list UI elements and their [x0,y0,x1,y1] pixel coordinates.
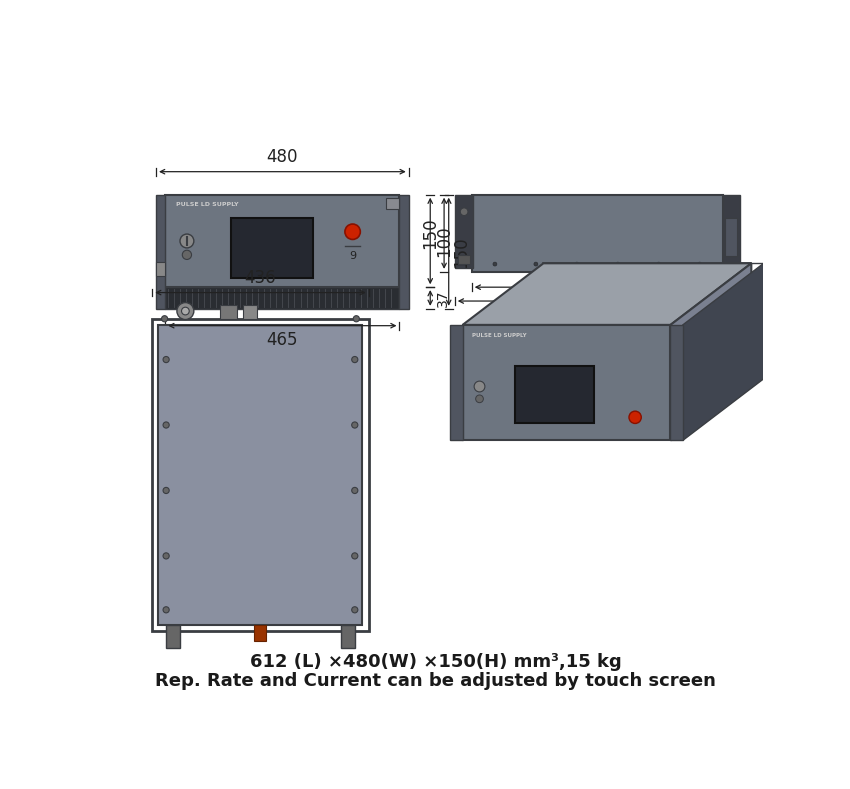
Circle shape [657,262,660,266]
Bar [341,625,354,649]
Bar [220,305,237,319]
Circle shape [460,208,468,215]
Circle shape [177,302,194,320]
Bar [514,366,593,424]
Circle shape [182,307,190,315]
Circle shape [162,316,167,322]
Bar [400,195,409,308]
Circle shape [163,357,169,363]
Circle shape [352,488,358,494]
Circle shape [575,262,579,266]
Circle shape [629,411,641,424]
Bar [231,218,313,278]
Circle shape [474,381,484,392]
Bar [156,195,166,308]
Text: PULSE LD SUPPLY: PULSE LD SUPPLY [176,203,239,208]
Circle shape [163,488,169,494]
Circle shape [352,422,358,428]
Bar [156,262,166,275]
Circle shape [352,553,358,559]
Bar [254,625,266,641]
Bar [725,218,738,256]
Bar [455,195,473,268]
Bar [472,195,722,271]
Circle shape [180,234,194,248]
Text: Rep. Rate and Current can be adjusted by touch screen: Rep. Rate and Current can be adjusted by… [156,671,716,690]
Circle shape [354,316,360,322]
Circle shape [352,607,358,613]
Circle shape [493,262,497,266]
Text: 9: 9 [349,252,356,261]
Bar [458,255,470,264]
Circle shape [345,224,360,239]
Bar [152,319,369,631]
Circle shape [182,250,191,260]
Bar [462,325,671,440]
Circle shape [163,607,169,613]
Circle shape [352,357,358,363]
Circle shape [163,553,169,559]
Polygon shape [683,264,763,440]
Circle shape [476,395,484,402]
Text: 436: 436 [245,269,276,287]
Text: 480: 480 [267,148,298,166]
Text: PULSE LD SUPPLY: PULSE LD SUPPLY [472,333,526,338]
Text: 550: 550 [581,293,613,311]
Polygon shape [462,264,751,325]
Circle shape [534,262,538,266]
Circle shape [616,262,620,266]
Text: 150: 150 [452,236,470,267]
Bar [722,195,740,268]
Bar [450,325,462,440]
Bar [243,305,257,319]
Text: 100: 100 [435,225,454,256]
Bar [386,198,400,208]
Bar [166,287,400,308]
Text: 465: 465 [267,331,298,349]
Text: 612 (L) ×480(W) ×150(H) mm³,15 kg: 612 (L) ×480(W) ×150(H) mm³,15 kg [250,653,621,671]
Text: 37: 37 [435,290,450,307]
Bar [166,195,400,287]
Polygon shape [671,264,751,440]
Bar [671,325,683,440]
Circle shape [163,422,169,428]
Bar [158,325,362,625]
Text: 150: 150 [421,218,439,249]
Bar [166,625,180,649]
Circle shape [698,262,701,266]
Text: 612: 612 [581,306,613,324]
